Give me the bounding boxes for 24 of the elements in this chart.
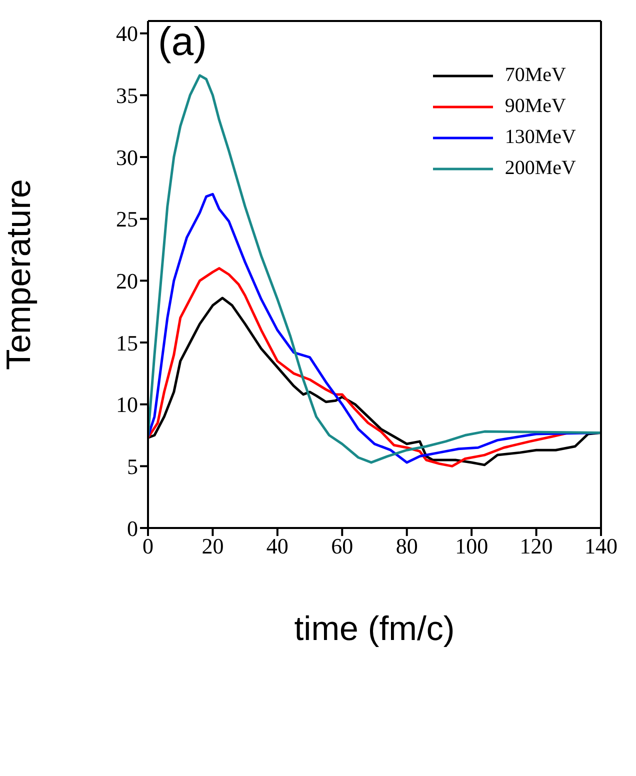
x-tick-label: 20 — [202, 534, 224, 559]
x-tick-label: 40 — [266, 534, 288, 559]
y-tick-label: 20 — [116, 268, 138, 294]
y-tick-label: 5 — [127, 454, 138, 479]
legend-label: 90MeV — [504, 95, 566, 118]
x-tick-label: 140 — [584, 534, 618, 559]
annotation: (a) — [158, 20, 207, 65]
y-tick-label: 15 — [116, 330, 138, 356]
legend-label: 70MeV — [504, 64, 566, 87]
legend-label: 200MeV — [504, 157, 576, 180]
legend-label: 130MeV — [504, 126, 576, 149]
x-axis-title: time (fm/c) — [294, 610, 455, 648]
x-tick-label: 120 — [520, 534, 553, 559]
x-tick-label: 0 — [142, 534, 154, 559]
x-tick-label: 60 — [331, 534, 354, 559]
y-tick-label: 10 — [116, 392, 138, 418]
y-tick-label: 25 — [116, 206, 138, 232]
x-tick-label: 100 — [455, 534, 488, 559]
y-tick-label: 40 — [116, 21, 138, 46]
y-axis-title: Temperature — [0, 179, 38, 370]
y-tick-label: 0 — [127, 516, 138, 541]
x-tick-label: 80 — [396, 534, 418, 559]
y-tick-label: 30 — [116, 144, 138, 170]
y-tick-label: 35 — [116, 83, 138, 108]
